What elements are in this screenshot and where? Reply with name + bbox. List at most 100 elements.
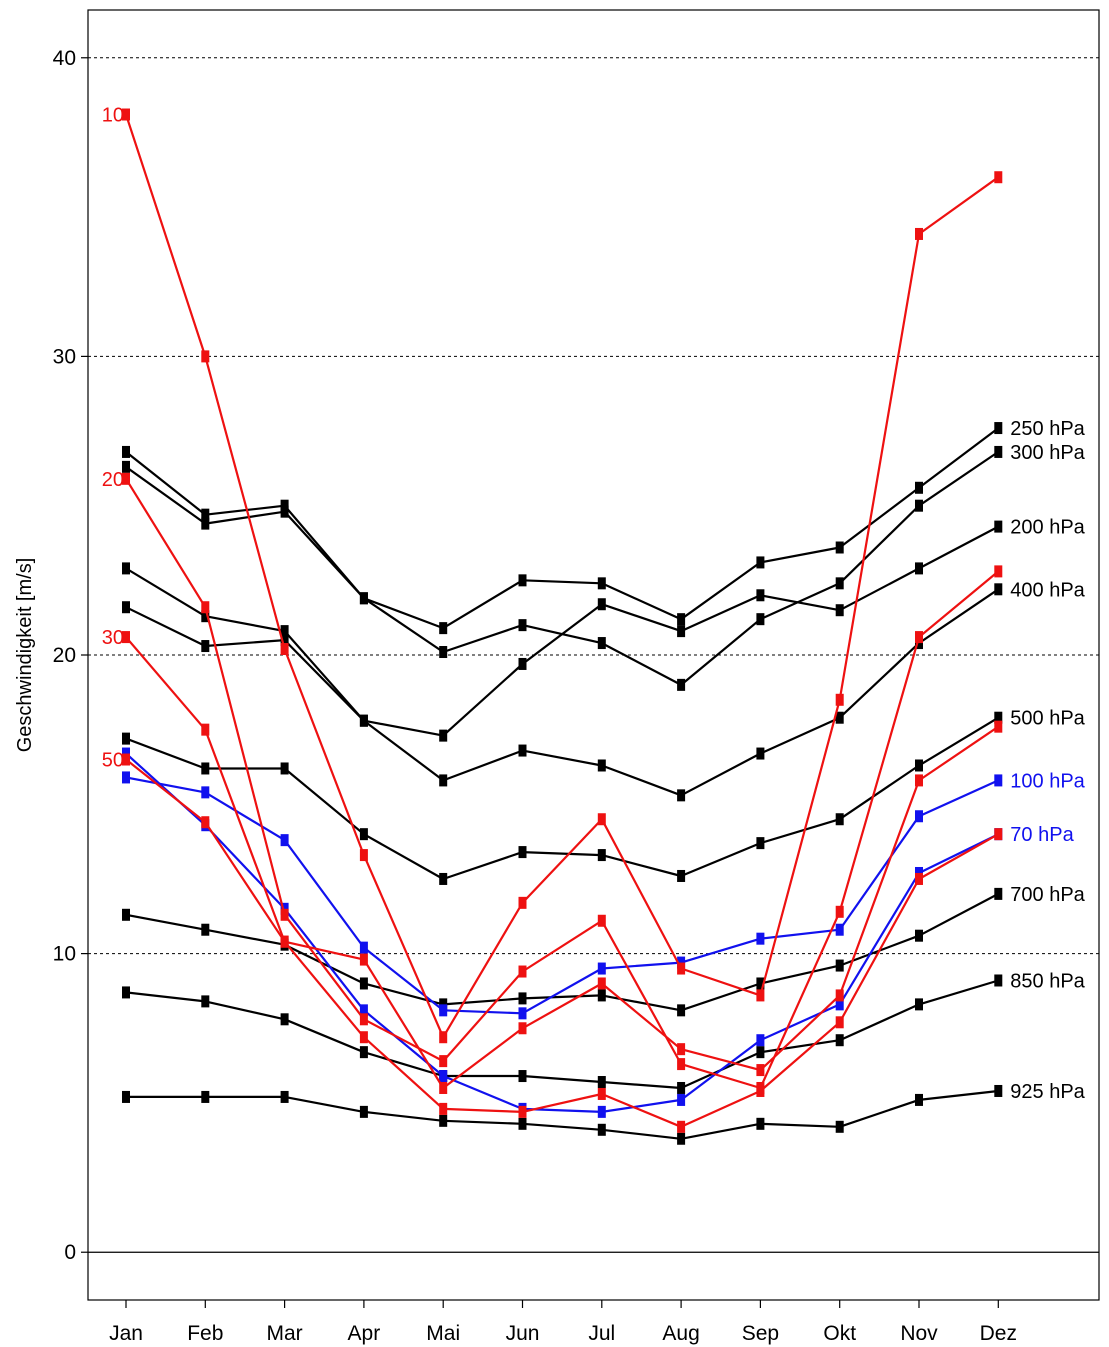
data-point xyxy=(756,556,765,569)
data-point xyxy=(122,908,130,921)
data-point xyxy=(439,872,448,885)
data-point xyxy=(756,1064,765,1077)
data-point xyxy=(359,941,368,954)
series-10: 10 xyxy=(102,105,1003,1044)
data-point xyxy=(756,1034,765,1047)
series-12: 30 xyxy=(102,627,1003,1094)
data-point xyxy=(280,1090,289,1103)
data-point xyxy=(439,774,448,787)
data-point xyxy=(994,887,1003,900)
data-point xyxy=(439,622,448,635)
data-point xyxy=(597,759,606,772)
data-point xyxy=(756,989,765,1002)
series-line xyxy=(125,758,999,1128)
data-point xyxy=(677,1132,686,1145)
data-point xyxy=(756,1046,765,1059)
data-point xyxy=(994,774,1003,787)
data-point xyxy=(835,693,844,706)
x-tick-label: Mai xyxy=(426,1322,460,1345)
data-point xyxy=(359,953,368,966)
data-point xyxy=(439,1102,448,1115)
data-point xyxy=(994,974,1003,987)
data-point xyxy=(994,565,1003,578)
data-point xyxy=(597,1076,606,1089)
series-5: 700 hPa xyxy=(122,884,1086,1017)
data-point xyxy=(677,789,686,802)
data-point xyxy=(280,505,289,518)
data-point xyxy=(518,965,527,978)
data-point xyxy=(597,962,606,975)
data-point xyxy=(201,995,210,1008)
data-point xyxy=(677,1058,686,1071)
x-tick-label: Feb xyxy=(187,1322,223,1345)
data-point xyxy=(915,227,923,240)
series-line xyxy=(125,450,999,687)
series-label: 400 hPa xyxy=(1010,579,1085,601)
y-tick-label: 40 xyxy=(53,47,76,70)
data-point xyxy=(122,771,130,784)
series-line xyxy=(125,716,999,881)
axes: 0 10 20 30 40 Jan Feb Mar Apr Mai Jun Jul Aug Sep Okt N… xyxy=(53,47,1017,1345)
data-point xyxy=(518,619,527,632)
data-point xyxy=(359,1013,368,1026)
data-point xyxy=(201,601,210,614)
series-line xyxy=(125,776,999,1015)
data-point xyxy=(756,589,765,602)
y-axis-label: Geschwindigkeit [m/s] xyxy=(14,558,36,753)
series-4: 500 hPa xyxy=(122,708,1086,885)
data-point xyxy=(677,869,686,882)
data-point xyxy=(122,986,130,999)
data-point xyxy=(994,720,1003,733)
series-line xyxy=(125,427,999,630)
data-point xyxy=(280,762,289,775)
x-tick-label: Jul xyxy=(588,1322,615,1345)
data-point xyxy=(518,846,527,859)
data-point xyxy=(597,849,606,862)
y-tick-label: 0 xyxy=(64,1241,76,1264)
series-label: 30 xyxy=(102,627,124,649)
series-label: 200 hPa xyxy=(1010,517,1085,539)
x-tick-label: Jun xyxy=(506,1322,540,1345)
data-point xyxy=(835,989,844,1002)
data-point xyxy=(359,1105,368,1118)
series-9: 70 hPa xyxy=(122,747,1075,1118)
data-point xyxy=(280,625,289,638)
x-tick-label: Dez xyxy=(980,1322,1017,1345)
data-point xyxy=(518,1105,527,1118)
data-point xyxy=(835,998,844,1011)
series-line xyxy=(125,752,999,1114)
data-point xyxy=(915,759,923,772)
series-line xyxy=(124,114,999,1039)
data-point xyxy=(677,1120,686,1133)
data-point xyxy=(597,977,606,990)
data-point xyxy=(359,592,368,605)
x-tick-label: Sep xyxy=(742,1322,779,1345)
series-line xyxy=(125,636,999,1090)
data-point xyxy=(835,923,844,936)
data-point xyxy=(994,1084,1003,1097)
data-point xyxy=(915,631,923,644)
data-point xyxy=(597,914,606,927)
data-point xyxy=(835,1120,844,1133)
data-point xyxy=(835,959,844,972)
data-point xyxy=(201,923,210,936)
data-point xyxy=(518,896,527,909)
data-point xyxy=(915,1093,923,1106)
data-point xyxy=(201,517,210,530)
data-point xyxy=(201,508,210,521)
data-point xyxy=(756,613,765,626)
data-point xyxy=(518,1117,527,1130)
data-point xyxy=(677,1093,686,1106)
data-point xyxy=(597,637,606,650)
data-point xyxy=(122,445,130,458)
data-point xyxy=(518,657,527,670)
data-point xyxy=(915,810,923,823)
series-13: 50 xyxy=(102,750,1003,1133)
data-point xyxy=(597,598,606,611)
series-8: 100 hPa xyxy=(122,770,1086,1020)
data-point xyxy=(201,816,210,829)
data-point xyxy=(280,908,289,921)
data-point xyxy=(518,1007,527,1020)
x-tick-label: Jan xyxy=(109,1322,143,1345)
